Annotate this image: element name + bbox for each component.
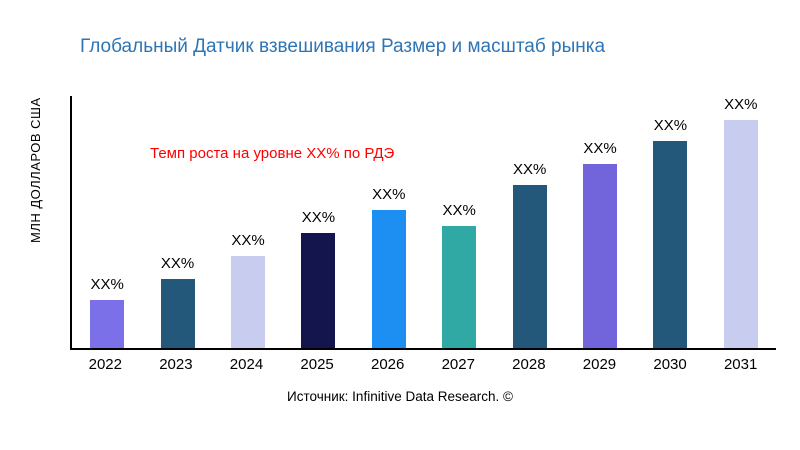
bar-value-label-2028: XX%: [512, 161, 547, 178]
bar-value-label-2030: XX%: [653, 117, 688, 134]
bar-2029: [583, 164, 618, 348]
x-axis-label-2029: 2029: [582, 356, 617, 373]
x-axis-label-2028: 2028: [512, 356, 546, 373]
x-axis-label-2030: 2030: [653, 356, 687, 373]
bar-2027: [442, 226, 477, 348]
chart-title: Глобальный Датчик взвешивания Размер и м…: [80, 36, 606, 57]
x-axis-label-2031: 2031: [723, 356, 758, 373]
x-axis-label-2026: 2026: [370, 356, 405, 373]
bar-column-2023: XX%: [142, 96, 212, 348]
bar-2026: [371, 210, 406, 348]
bar-value-label-2023: XX%: [160, 255, 195, 272]
bar-column-2026: XX%: [354, 96, 424, 348]
bar-2023: [160, 279, 195, 348]
bar-column-2029: XX%: [565, 96, 635, 348]
growth-rate-annotation: Темп роста на уровне XX% по РДЭ: [150, 145, 395, 162]
bar-column-2031: XX%: [706, 96, 776, 348]
x-axis-label-2022: 2022: [88, 356, 122, 373]
bar-column-2027: XX%: [424, 96, 494, 348]
bar-column-2028: XX%: [494, 96, 564, 348]
x-axis-label-2024: 2024: [229, 356, 264, 373]
x-axis-label-2025: 2025: [300, 356, 334, 373]
y-axis-label: МЛН ДОЛЛАРОВ США: [28, 97, 43, 243]
x-axis-label-2023: 2023: [159, 356, 193, 373]
bar-column-2025: XX%: [283, 96, 353, 348]
x-axis-label-2027: 2027: [441, 356, 475, 373]
bar-2024: [231, 256, 266, 348]
plot-area: XX% XX% XX% XX% XX% XX% XX% XX% XX% XX%: [70, 96, 776, 350]
bar-value-label-2031: XX%: [724, 96, 758, 113]
bar-value-label-2026: XX%: [372, 186, 406, 203]
bar-column-2030: XX%: [635, 96, 705, 348]
bar-2031: [723, 120, 758, 348]
bar-value-label-2022: XX%: [90, 276, 124, 293]
bar-column-2022: XX%: [72, 96, 142, 348]
bar-2025: [301, 233, 336, 348]
bar-column-2024: XX%: [213, 96, 283, 348]
bar-2022: [90, 300, 125, 348]
bar-value-label-2024: XX%: [231, 232, 265, 249]
bars-row: XX% XX% XX% XX% XX% XX% XX% XX% XX% XX%: [72, 96, 776, 348]
bar-value-label-2025: XX%: [301, 209, 336, 226]
bar-2030: [653, 141, 688, 348]
bar-value-label-2027: XX%: [442, 202, 476, 219]
x-axis-labels: 2022 2023 2024 2025 2026 2027 2028 2029 2030 2031: [70, 356, 776, 373]
bar-value-label-2029: XX%: [583, 140, 617, 157]
bar-2028: [512, 185, 547, 348]
source-attribution: Источник: Infinitive Data Research. ©: [287, 389, 513, 404]
